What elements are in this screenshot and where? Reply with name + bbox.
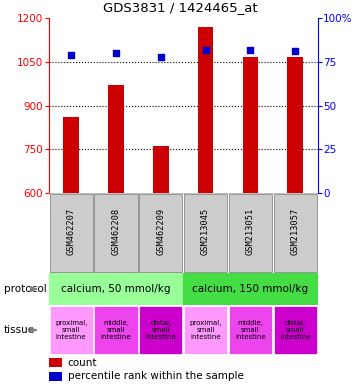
Bar — [94, 306, 138, 354]
Point — [292, 48, 298, 54]
Bar — [49, 194, 93, 272]
Text: GSM462208: GSM462208 — [112, 208, 121, 255]
Bar — [229, 194, 272, 272]
Text: distal,
small
intestine: distal, small intestine — [145, 320, 176, 340]
Point — [203, 46, 209, 53]
Point — [113, 50, 119, 56]
Point — [68, 52, 74, 58]
Bar — [153, 146, 169, 193]
Bar — [108, 85, 124, 193]
Bar — [49, 358, 62, 367]
Bar — [94, 194, 138, 272]
Text: proximal,
small
intestine: proximal, small intestine — [190, 320, 222, 340]
Bar — [183, 273, 318, 305]
Bar — [49, 273, 183, 305]
Text: calcium, 50 mmol/kg: calcium, 50 mmol/kg — [61, 284, 171, 294]
Point — [248, 46, 253, 53]
Bar — [287, 57, 303, 193]
Text: proximal,
small
intestine: proximal, small intestine — [55, 320, 87, 340]
Text: GSM213057: GSM213057 — [291, 208, 300, 255]
Bar — [63, 117, 79, 193]
Text: GSM462209: GSM462209 — [156, 208, 165, 255]
Bar — [139, 194, 182, 272]
Text: middle,
small
intestine: middle, small intestine — [235, 320, 266, 340]
Bar — [49, 306, 93, 354]
Bar — [184, 194, 227, 272]
Bar — [274, 194, 317, 272]
Text: GDS3831 / 1424465_at: GDS3831 / 1424465_at — [103, 1, 258, 14]
Bar — [229, 306, 272, 354]
Text: middle,
small
intestine: middle, small intestine — [101, 320, 131, 340]
Bar — [184, 306, 227, 354]
Text: calcium, 150 mmol/kg: calcium, 150 mmol/kg — [192, 284, 309, 294]
Text: tissue: tissue — [4, 325, 35, 335]
Text: percentile rank within the sample: percentile rank within the sample — [68, 371, 243, 381]
Text: GSM213045: GSM213045 — [201, 208, 210, 255]
Text: GSM462207: GSM462207 — [67, 208, 76, 255]
Text: GSM213051: GSM213051 — [246, 208, 255, 255]
Point — [158, 53, 164, 60]
Bar — [139, 306, 182, 354]
Bar — [49, 372, 62, 381]
Text: protocol: protocol — [4, 284, 47, 294]
Text: distal,
small
intestine: distal, small intestine — [280, 320, 310, 340]
Bar — [198, 27, 213, 193]
Text: count: count — [68, 358, 97, 367]
Bar — [243, 57, 258, 193]
Bar — [274, 306, 317, 354]
